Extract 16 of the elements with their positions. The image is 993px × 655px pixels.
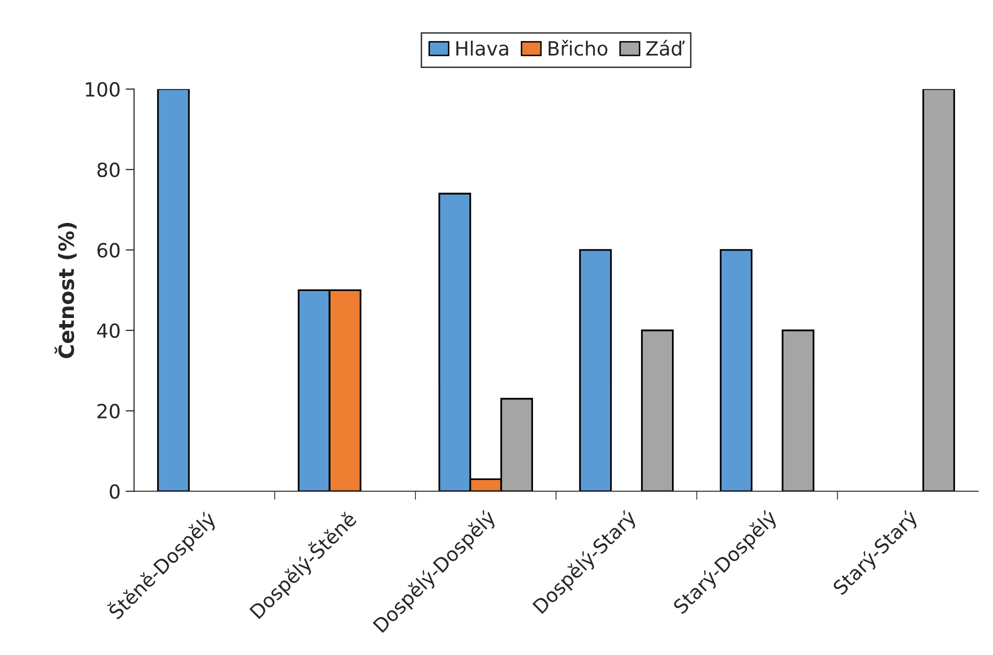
bar [579,249,612,492]
y-tick-label: 20 [98,404,120,418]
legend-label: Záď [646,40,685,56]
bar [922,89,956,492]
y-axis-title: Četnost (%) [54,222,77,358]
y-tick-label: 0 [110,484,120,499]
bar [720,249,752,492]
legend-label: Břicho [548,40,608,56]
y-tick-label: 100 [86,82,120,97]
y-tick-label: 40 [97,323,120,338]
bar [641,330,674,492]
legend-label: Hlava [456,40,508,56]
bar [782,330,814,492]
bar [157,89,190,492]
y-tick-label: 80 [97,162,120,178]
y-tick-label: 60 [97,242,120,258]
